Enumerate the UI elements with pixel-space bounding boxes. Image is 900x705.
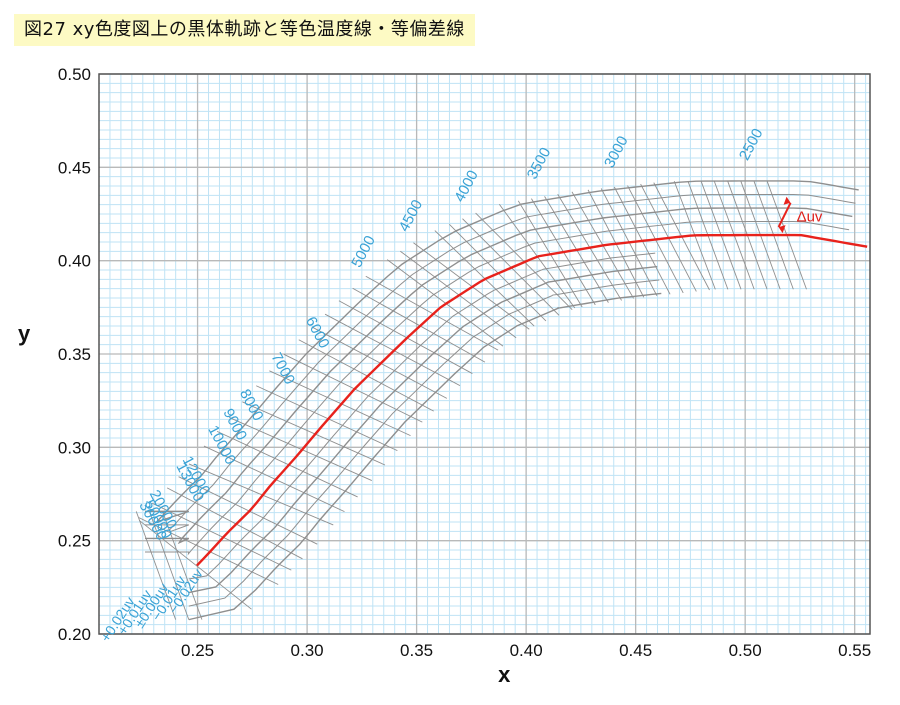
y-tick-label: 0.40 bbox=[58, 252, 91, 271]
x-axis-label: x bbox=[498, 662, 511, 687]
duv-line bbox=[188, 265, 658, 594]
duv-line bbox=[188, 292, 662, 621]
duv-arrow bbox=[777, 202, 792, 228]
y-axis-label: y bbox=[18, 321, 31, 346]
isotemperature-line bbox=[188, 463, 334, 526]
isotemperature-line bbox=[352, 287, 486, 363]
duv-line bbox=[188, 252, 656, 580]
x-tick-label: 0.45 bbox=[619, 641, 652, 660]
isotemperature-line bbox=[242, 401, 386, 466]
x-tick-label: 0.30 bbox=[291, 641, 324, 660]
isotemperature-line bbox=[229, 417, 373, 481]
duv-arrowhead bbox=[783, 196, 791, 205]
isotemperature-line bbox=[135, 511, 177, 620]
isotemperature-line bbox=[166, 487, 303, 560]
isotemperature-line bbox=[324, 313, 461, 386]
y-tick-label: 0.45 bbox=[58, 158, 91, 177]
plot-frame bbox=[98, 73, 871, 635]
isotemperature-line bbox=[216, 430, 358, 498]
duv-annotation-text: Δuv bbox=[797, 208, 823, 225]
isotemperature-line bbox=[148, 511, 190, 620]
y-tick-label: 0.20 bbox=[58, 625, 91, 644]
y-tick-label: 0.30 bbox=[58, 438, 91, 457]
isotemperature-line bbox=[256, 385, 398, 452]
isotemperature-line bbox=[138, 520, 252, 610]
duv-arrowhead bbox=[778, 225, 786, 234]
duv-line bbox=[144, 180, 859, 524]
isotemperature-line bbox=[138, 517, 279, 585]
chart-title: 図27 xy色度図上の黒体軌跡と等色温度線・等偏差線 bbox=[14, 14, 475, 46]
axis-ticks: 0.25 0.30 0.35 0.40 0.45 0.50 0.55 0.20 0.25 0.30… bbox=[58, 65, 871, 660]
x-tick-label: 0.25 bbox=[181, 641, 214, 660]
planckian-locus-line bbox=[196, 233, 868, 567]
isotemperature-line bbox=[178, 476, 318, 545]
planckian-locus bbox=[196, 233, 868, 567]
y-tick-label: 0.25 bbox=[58, 532, 91, 551]
duv-line bbox=[144, 207, 853, 545]
major-grid bbox=[98, 73, 871, 635]
isotemperature-line bbox=[298, 339, 434, 412]
x-tick-label: 0.50 bbox=[729, 641, 762, 660]
isotemperature-line bbox=[338, 300, 473, 374]
y-tick-label: 0.35 bbox=[58, 345, 91, 364]
x-tick-label: 0.40 bbox=[510, 641, 543, 660]
isotemperature-line bbox=[283, 353, 423, 423]
isotemperature-line bbox=[386, 259, 504, 347]
isotemperature-line bbox=[311, 326, 448, 399]
x-tick-label: 0.35 bbox=[400, 641, 433, 660]
isotemperature-line bbox=[162, 511, 203, 620]
isotemperature-line bbox=[269, 370, 411, 437]
isotemperature-label: 4500 bbox=[396, 197, 427, 234]
axis-labels: xy bbox=[18, 321, 511, 687]
isotemperature-line bbox=[151, 502, 292, 571]
duv-line bbox=[144, 193, 856, 533]
x-tick-label: 0.55 bbox=[838, 641, 871, 660]
isotemperature-line bbox=[203, 445, 345, 513]
duv-line bbox=[188, 279, 660, 607]
y-tick-label: 0.50 bbox=[58, 65, 91, 84]
isotemperature-line bbox=[365, 275, 499, 351]
duv-annotation: Δuv bbox=[777, 196, 823, 234]
